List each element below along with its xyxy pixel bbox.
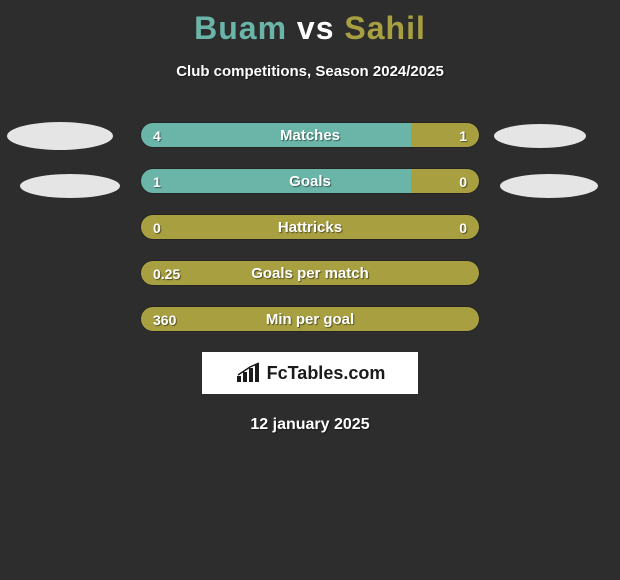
stat-label: Matches bbox=[141, 123, 479, 147]
stat-label: Goals per match bbox=[141, 261, 479, 285]
player2-flag-placeholder bbox=[500, 174, 598, 198]
date-text: 12 january 2025 bbox=[0, 416, 620, 434]
stat-rows: 41Matches 10Goals 00Hattricks 0.25Goals per… bbox=[140, 122, 480, 332]
comparison-chart: 41Matches 10Goals 00Hattricks 0.25Goals per… bbox=[0, 122, 620, 332]
player2-avatar-placeholder bbox=[494, 124, 586, 148]
stat-row: 00Hattricks bbox=[140, 214, 480, 240]
bars-icon bbox=[235, 362, 263, 384]
stat-label: Hattricks bbox=[141, 215, 479, 239]
stat-row: 360Min per goal bbox=[140, 306, 480, 332]
stat-label: Min per goal bbox=[141, 307, 479, 331]
stat-row: 41Matches bbox=[140, 122, 480, 148]
player2-name: Sahil bbox=[344, 10, 425, 46]
player1-flag-placeholder bbox=[20, 174, 120, 198]
player1-name: Buam bbox=[194, 10, 287, 46]
stat-row: 10Goals bbox=[140, 168, 480, 194]
vs-text: vs bbox=[297, 10, 335, 46]
subtitle: Club competitions, Season 2024/2025 bbox=[0, 63, 620, 80]
stat-label: Goals bbox=[141, 169, 479, 193]
logo-box: FcTables.com bbox=[202, 352, 418, 394]
player1-avatar-placeholder bbox=[7, 122, 113, 150]
logo-text: FcTables.com bbox=[267, 363, 386, 384]
stat-row: 0.25Goals per match bbox=[140, 260, 480, 286]
page-title: Buam vs Sahil bbox=[0, 0, 620, 47]
